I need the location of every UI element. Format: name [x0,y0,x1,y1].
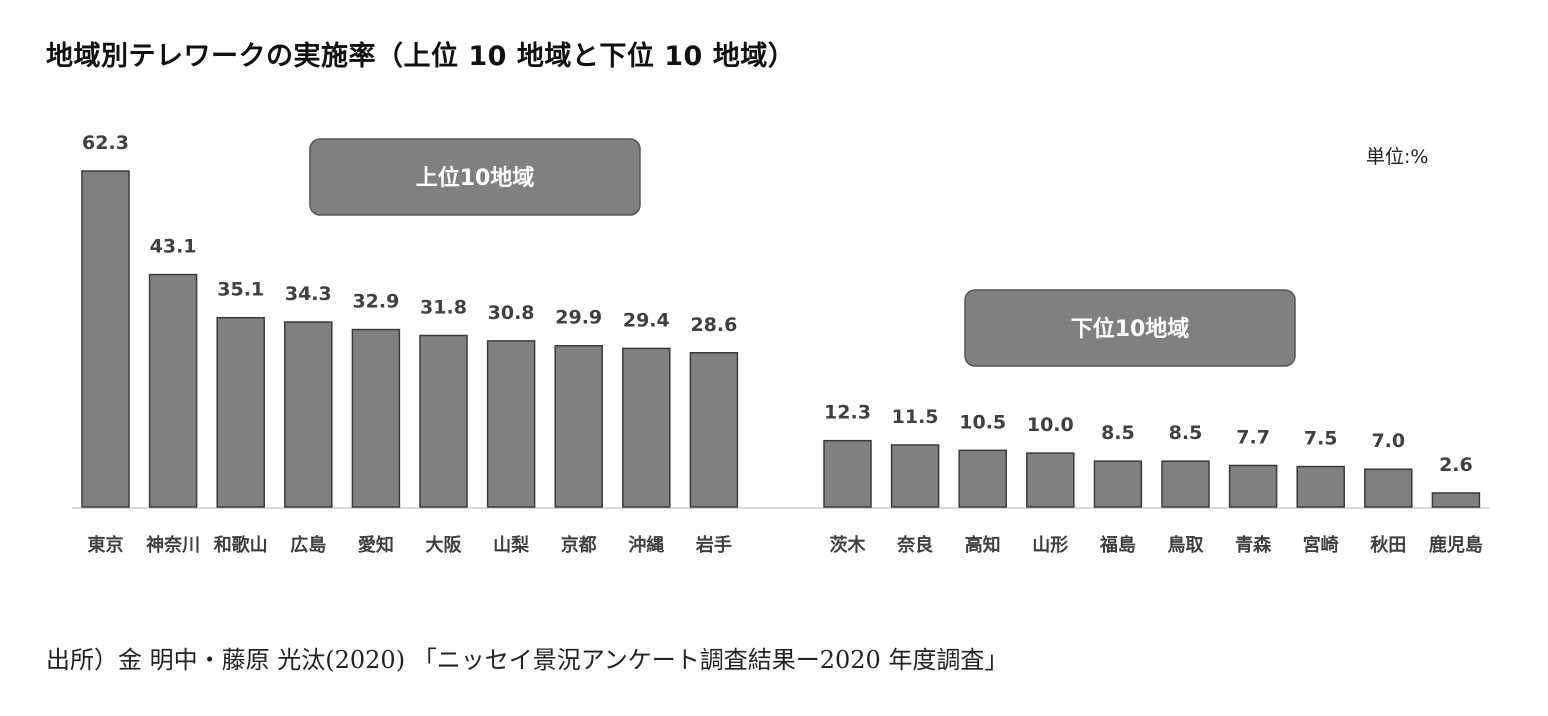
x-tick-label: 東京 [88,534,124,556]
value-label: 32.9 [352,291,399,313]
x-tick-label: 奈良 [896,534,933,556]
bar-福島 [1093,460,1143,508]
bar-秋田 [1364,468,1413,508]
x-tick-label: 福島 [1099,534,1136,556]
value-label: 7.7 [1236,426,1270,448]
value-label: 8.5 [1101,422,1135,444]
x-tick-label: 宮崎 [1303,534,1339,556]
value-label: 7.0 [1371,430,1405,452]
bar-広島 [284,321,333,508]
bar-神奈川 [148,273,198,508]
value-label: 2.6 [1439,454,1473,476]
value-label: 11.5 [892,406,939,428]
bar-奈良 [890,444,940,508]
x-tick-label: 秋田 [1370,534,1406,556]
bar-高知 [958,449,1007,508]
bar-岩手 [689,352,739,508]
value-label: 12.3 [824,402,871,424]
x-tick-label: 大阪 [426,534,463,556]
x-tick-label: 茨木 [830,534,867,556]
x-tick-label: 山梨 [493,534,529,556]
bar-鳥取 [1161,460,1210,508]
bar-和歌山 [216,316,265,508]
value-label: 62.3 [82,132,129,154]
value-label: 34.3 [285,283,332,305]
x-tick-label: 高知 [965,534,1001,556]
bar-愛知 [351,328,401,508]
x-tick-label: 鳥取 [1168,534,1205,556]
x-tick-label: 沖縄 [628,534,664,556]
group-label-box-2 [964,289,1296,367]
x-tick-label: 岩手 [695,534,732,556]
value-label: 35.1 [217,279,264,301]
value-label: 10.5 [959,411,1006,433]
group-label-1: 上位10地域 [416,165,535,191]
x-tick-label: 山形 [1032,535,1068,556]
bar-山梨 [486,340,536,508]
bar-東京 [81,170,130,508]
x-tick-label: 青森 [1235,534,1272,556]
value-label: 29.9 [555,307,602,329]
source-note: 出所）金 明中・藤原 光汰(2020) 「ニッセイ景況アンケート調査結果ー202… [46,646,1009,674]
value-label: 43.1 [150,236,197,258]
value-label: 29.4 [623,309,670,331]
bar-京都 [554,344,603,508]
bar-山形 [1026,452,1075,508]
bar-沖縄 [622,347,671,508]
x-tick-label: 愛知 [358,534,394,556]
x-tick-label: 広島 [290,534,326,556]
value-label: 8.5 [1169,422,1203,444]
group-label-box-1 [309,138,641,216]
bar-宮崎 [1296,465,1345,508]
x-tick-label: 神奈川 [146,534,200,556]
value-label: 30.8 [488,302,535,324]
value-label: 31.8 [420,296,467,318]
value-label: 7.5 [1304,428,1338,450]
bar-茨木 [823,439,872,508]
value-label: 10.0 [1027,414,1074,436]
group-label-2: 下位10地域 [1071,316,1190,342]
unit-label: 単位:% [1366,146,1429,168]
chart-title: 地域別テレワークの実施率（上位 10 地域と下位 10 地域） [46,41,796,72]
x-tick-label: 京都 [561,534,597,556]
x-tick-label: 鹿児島 [1429,534,1483,556]
value-label: 28.6 [690,314,737,336]
x-tick-label: 和歌山 [214,534,268,556]
bar-青森 [1228,464,1278,508]
bar-鹿児島 [1431,492,1481,508]
bar-大阪 [419,334,468,508]
